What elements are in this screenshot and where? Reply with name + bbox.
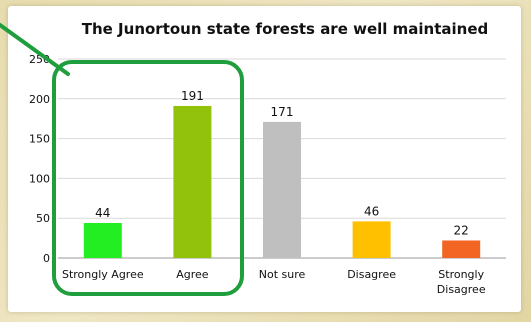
bar [442,240,481,258]
x-category-label: Strongly Agree [62,268,144,281]
bars [83,105,481,259]
y-tick-label: 100 [29,172,50,185]
x-category-label: Not sure [259,268,306,281]
y-tick-label: 0 [43,252,50,265]
bar [173,105,212,259]
x-axis-labels: Strongly Agree Agree Not sure Disagree Stron… [62,268,486,296]
y-tick-label: 200 [29,93,50,106]
bar-value-label: 46 [364,204,379,218]
x-category-label: Disagree [347,268,396,281]
chart-panel: The Junortoun state forests are well mai… [8,6,521,312]
bar [263,121,301,258]
bar-value-label: 22 [454,223,469,237]
bar-chart: The Junortoun state forests are well mai… [29,20,506,296]
bar [352,221,391,258]
y-tick-label: 150 [29,133,50,146]
x-category-label: Strongly Disagree [437,268,486,296]
bar-value-label: 171 [271,105,294,119]
y-tick-label: 250 [29,53,50,66]
bar-value-label: 44 [95,206,110,220]
bar [83,222,122,258]
x-category-label: Agree [176,268,209,281]
chart-title: The Junortoun state forests are well mai… [82,20,489,38]
bar-value-label: 191 [181,89,204,103]
y-tick-label: 50 [36,212,50,225]
y-axis-ticks: 0 50 100 150 200 250 [29,53,50,265]
